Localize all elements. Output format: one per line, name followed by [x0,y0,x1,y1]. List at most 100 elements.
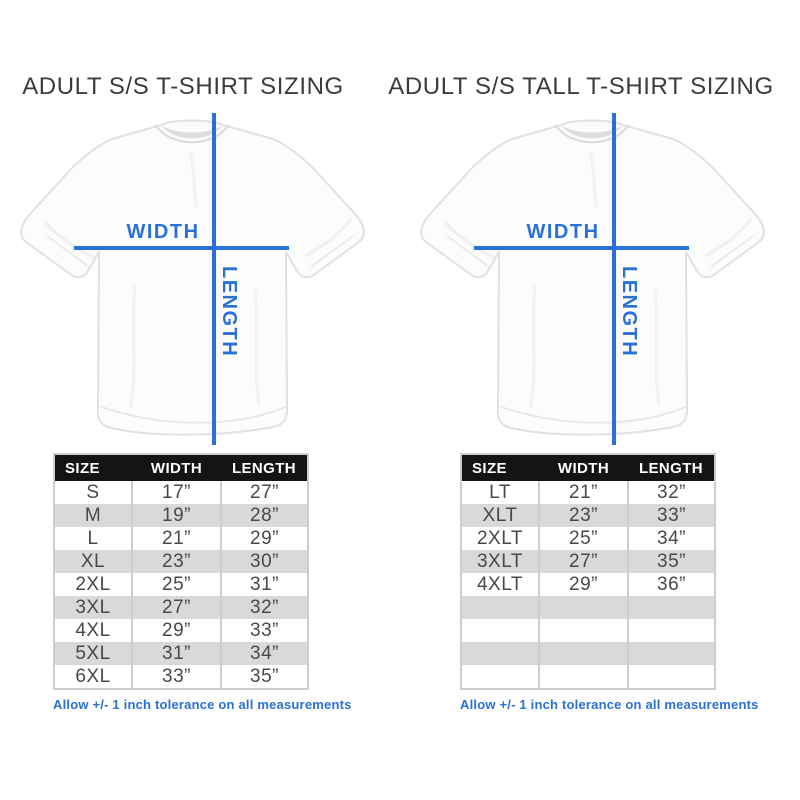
size-table-container: SIZE WIDTH LENGTH LT 21” 32” XLT 23” 33” 2XLT 2… [460,453,800,690]
length-label: LENGTH [218,266,240,357]
size-cell: 4XLT [461,573,539,596]
size-row: 2XLT 25” 34” [461,527,715,550]
collar-shadow [161,125,223,139]
size-cell [461,619,539,642]
size-row [461,619,715,642]
panel-regular-sizing: ADULT S/S T-SHIRT SIZING WIDTH LENGTH [20,73,365,712]
col-header-length: LENGTH [628,454,715,481]
wrinkle [443,220,496,260]
size-cell: 33” [131,665,221,689]
size-row: 4XLT 29” 36” [461,573,715,596]
size-cell: 4XL [54,619,132,642]
size-cell [538,596,628,619]
sleeve-stitch-right [710,235,754,268]
size-cell: 30” [220,550,308,573]
size-cell: 21” [538,481,628,504]
size-cell: S [54,481,132,504]
size-cell: 34” [220,642,308,665]
size-cell: 25” [131,573,221,596]
panel-title: ADULT S/S T-SHIRT SIZING [22,73,344,100]
size-cell: 3XL [54,596,132,619]
size-cell [627,642,715,665]
size-cell: 29” [538,573,628,596]
size-cell: 2XL [54,573,132,596]
size-cell [538,642,628,665]
size-cell: LT [461,481,539,504]
size-cell: 23” [538,504,628,527]
size-cell: XLT [461,504,539,527]
size-cell: 27” [131,596,221,619]
collar-shadow [561,125,623,139]
size-cell: 19” [131,504,221,527]
size-cell [461,596,539,619]
size-cell: 28” [220,504,308,527]
wrinkle [704,219,753,258]
size-cell: 32” [220,596,308,619]
wrinkle [304,219,353,258]
size-cell [538,665,628,689]
col-header-width: WIDTH [132,454,221,481]
size-cell: 25” [538,527,628,550]
size-cell: 17” [131,481,221,504]
size-cell: 23” [131,550,221,573]
col-header-length: LENGTH [221,454,308,481]
size-cell: 33” [627,504,715,527]
size-table-body: S 17” 27” M 19” 28” L 21” 29” XL 23” 30” 2XL 25” 31” 3X… [54,481,308,689]
size-cell: 29” [131,619,221,642]
wrinkle [653,287,661,406]
size-cell [627,619,715,642]
panel-tall-sizing: ADULT S/S TALL T-SHIRT SIZING WIDTH LENG… [388,0,800,800]
col-header-size: SIZE [461,454,539,481]
size-cell: 35” [627,550,715,573]
size-cell: 32” [627,481,715,504]
size-table: SIZE WIDTH LENGTH LT 21” 32” XLT 23” 33” 2XLT 2… [460,453,716,690]
size-cell: 31” [131,642,221,665]
size-table-header: SIZE WIDTH LENGTH [54,454,308,481]
length-label: LENGTH [618,266,640,357]
size-cell: M [54,504,132,527]
size-row: S 17” 27” [54,481,308,504]
size-row: 5XL 31” 34” [54,642,308,665]
size-cell [461,665,539,689]
wrinkle [43,220,96,260]
size-cell: L [54,527,132,550]
tshirt-measurement-diagram: WIDTH LENGTH [420,113,765,445]
wrinkle [129,284,137,409]
size-cell: 33” [220,619,308,642]
size-cell: 27” [220,481,308,504]
size-row: 3XLT 27” 35” [461,550,715,573]
size-row: XL 23” 30” [54,550,308,573]
size-row: M 19” 28” [54,504,308,527]
size-row [461,642,715,665]
width-label: WIDTH [526,221,599,243]
size-cell [461,642,539,665]
wrinkle [188,151,199,209]
tolerance-note: Allow +/- 1 inch tolerance on all measur… [53,697,352,712]
size-cell: XL [54,550,132,573]
size-cell: 36” [627,573,715,596]
wrinkle [529,284,537,409]
size-row: 3XL 27” 32” [54,596,308,619]
size-cell: 5XL [54,642,132,665]
size-cell [627,665,715,689]
size-cell: 3XLT [461,550,539,573]
hem-stitch [500,406,686,424]
size-row: 2XL 25” 31” [54,573,308,596]
wrinkle [588,151,599,209]
size-table: SIZE WIDTH LENGTH S 17” 27” M 19” 28” L 21” 29” X… [53,453,309,690]
panel-title: ADULT S/S TALL T-SHIRT SIZING [388,73,774,100]
width-label: WIDTH [126,221,199,243]
tolerance-note: Allow +/- 1 inch tolerance on all measur… [460,697,759,712]
size-cell: 6XL [54,665,132,689]
sleeve-stitch-right [310,235,354,268]
size-cell: 21” [131,527,221,550]
size-cell: 2XLT [461,527,539,550]
tshirt-graphic [420,119,765,436]
tshirt-measurement-diagram: WIDTH LENGTH [20,113,365,445]
collar-band [154,124,230,144]
size-table-header: SIZE WIDTH LENGTH [461,454,715,481]
col-header-size: SIZE [54,454,132,481]
size-row: L 21” 29” [54,527,308,550]
size-row [461,596,715,619]
